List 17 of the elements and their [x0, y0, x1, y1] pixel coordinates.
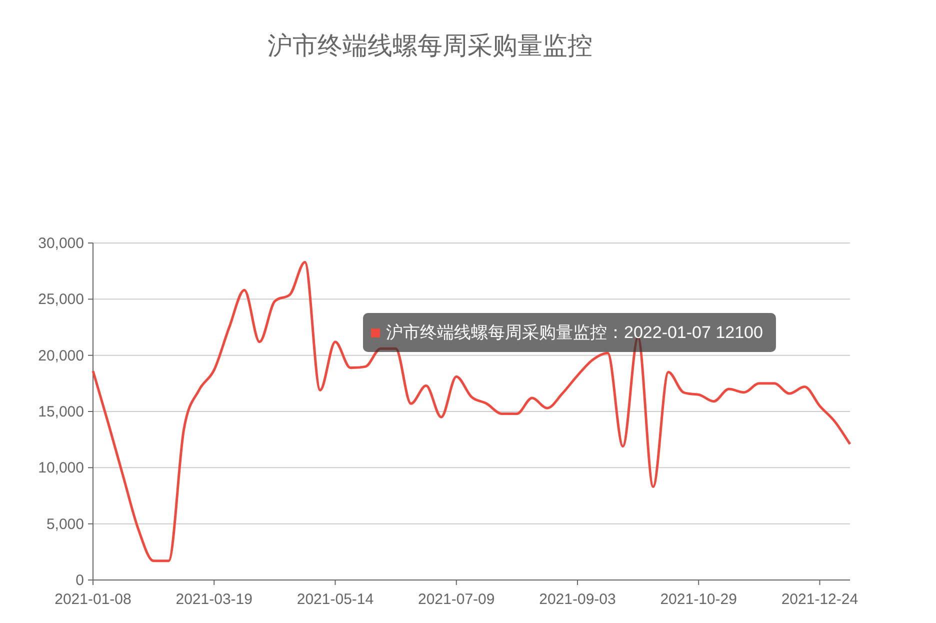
- y-tick-label: 30,000: [38, 235, 84, 252]
- y-tick-label: 25,000: [38, 291, 84, 308]
- y-tick-label: 10,000: [38, 460, 84, 477]
- annotation: 沪市终端线螺每周采购量监控：2022-01-07 12100: [386, 323, 763, 342]
- x-tick-label: 2021-12-24: [781, 591, 858, 608]
- x-tick-label: 2021-09-03: [539, 591, 616, 608]
- chart-title: 沪市终端线螺每周采购量监控: [268, 32, 592, 60]
- x-tick-label: 2021-03-19: [176, 591, 252, 608]
- x-tick-label: 2021-07-09: [418, 591, 495, 608]
- y-tick-label: 15,000: [38, 404, 84, 420]
- line-series: [92, 260, 852, 562]
- y-tick-label: 0: [76, 572, 84, 589]
- x-tick-label: 2021-05-14: [296, 591, 374, 608]
- y-tick-label: 20,000: [38, 347, 84, 364]
- x-tick-label: 2021-01-08: [54, 591, 132, 608]
- x-tick-label: 2021-10-29: [660, 591, 737, 608]
- y-tick-label: 5,000: [46, 516, 84, 533]
